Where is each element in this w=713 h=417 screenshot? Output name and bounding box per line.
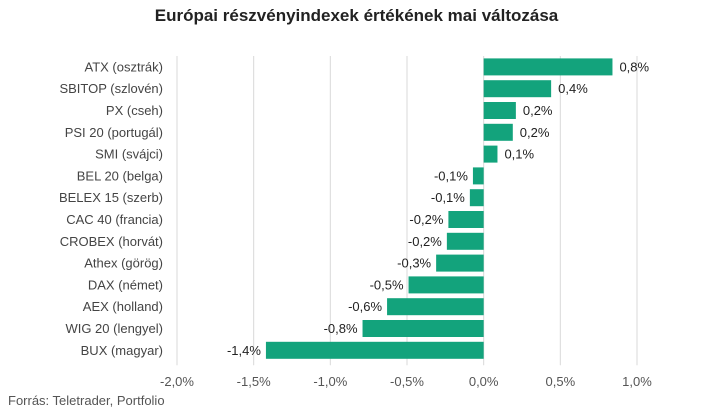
category-label: BUX (magyar) xyxy=(81,343,163,358)
category-label: BELEX 15 (szerb) xyxy=(59,190,163,205)
x-tick-label: 1,0% xyxy=(622,374,652,389)
bar xyxy=(265,341,484,359)
bar xyxy=(483,145,498,163)
category-label: DAX (német) xyxy=(88,277,163,292)
x-tick-label: -1,5% xyxy=(237,374,271,389)
chart-title: Európai részvényindexek értékének mai vá… xyxy=(154,6,559,25)
data-label: -0,2% xyxy=(409,212,443,227)
bar xyxy=(362,320,484,337)
bar xyxy=(483,123,513,141)
x-tick-label: 0,0% xyxy=(469,374,499,389)
data-label: -0,3% xyxy=(397,256,431,271)
bar xyxy=(472,167,484,185)
data-label: -1,4% xyxy=(227,343,261,358)
bar xyxy=(436,254,484,272)
data-label: -0,8% xyxy=(324,321,358,336)
bar xyxy=(483,80,552,98)
bar xyxy=(483,58,613,76)
data-label: 0,8% xyxy=(619,59,649,74)
x-tick-label: -1,0% xyxy=(313,374,347,389)
category-label: Athex (görög) xyxy=(84,256,163,271)
bar xyxy=(469,189,484,207)
category-label: SMI (svájci) xyxy=(95,147,163,162)
source-note: Forrás: Teletrader, Portfolio xyxy=(8,393,165,408)
category-label: WIG 20 (lengyel) xyxy=(65,321,163,336)
data-label: -0,1% xyxy=(434,168,468,183)
category-label: ATX (osztrák) xyxy=(85,59,164,74)
data-label: -0,1% xyxy=(431,190,465,205)
bar xyxy=(448,211,484,228)
data-label: -0,2% xyxy=(408,234,442,249)
bar xyxy=(408,276,484,294)
data-label: 0,1% xyxy=(504,147,534,162)
bar xyxy=(387,298,484,316)
data-label: 0,2% xyxy=(523,103,553,118)
data-label: -0,6% xyxy=(348,299,382,314)
x-tick-label: -2,0% xyxy=(160,374,194,389)
bar xyxy=(483,102,516,119)
category-label: CROBEX (horvát) xyxy=(60,234,163,249)
data-label: -0,5% xyxy=(370,277,404,292)
category-label: PX (cseh) xyxy=(106,103,163,118)
category-label: SBITOP (szlovén) xyxy=(59,81,163,96)
data-label: 0,4% xyxy=(558,81,588,96)
data-label: 0,2% xyxy=(520,125,550,140)
category-label: BEL 20 (belga) xyxy=(77,168,163,183)
category-label: PSI 20 (portugál) xyxy=(65,125,163,140)
x-tick-label: 0,5% xyxy=(546,374,576,389)
x-tick-label: -0,5% xyxy=(390,374,424,389)
category-label: CAC 40 (francia) xyxy=(66,212,163,227)
bar xyxy=(446,232,484,250)
category-label: AEX (holland) xyxy=(83,299,163,314)
